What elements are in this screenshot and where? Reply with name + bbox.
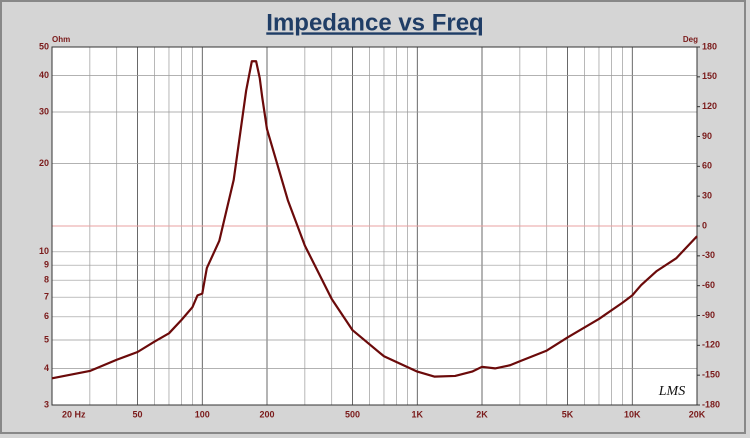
logo: LMS — [658, 384, 685, 399]
x-tick-label: 1K — [412, 409, 424, 419]
y2-tick-label: 180 — [702, 41, 717, 51]
y-tick-label: 4 — [44, 363, 49, 373]
y-tick-label: 3 — [44, 399, 49, 409]
x-tick-label: 5K — [562, 409, 574, 419]
impedance-line — [51, 60, 698, 380]
y2-tick-label: 0 — [702, 220, 707, 230]
y-tick-label: 8 — [44, 275, 49, 285]
y-tick-label: 5 — [44, 334, 49, 344]
x-tick-label: 20 Hz — [62, 409, 86, 419]
y2-tick-label: 120 — [702, 101, 717, 111]
x-tick-label: 2K — [476, 409, 488, 419]
y-tick-label: 20 — [39, 158, 49, 168]
y2-tick-label: 90 — [702, 131, 712, 141]
y2-tick-label: 60 — [702, 161, 712, 171]
x-tick-label: 100 — [195, 409, 210, 419]
frame — [0, 0, 746, 434]
y-tick-label: 50 — [39, 41, 49, 51]
y-tick-label: 9 — [44, 260, 49, 270]
y2-tick-label: 30 — [702, 191, 712, 201]
plot-border — [51, 46, 698, 406]
x-tick-label: 50 — [133, 409, 143, 419]
y2-axis-label: Deg — [683, 35, 698, 44]
y-tick-label: 40 — [39, 70, 49, 80]
y2-tick-label: -120 — [702, 340, 720, 350]
y2-tick-label: -60 — [702, 280, 715, 290]
x-tick-label: 20K — [689, 409, 706, 419]
y-tick-label: 6 — [44, 311, 49, 321]
x-tick-label: 200 — [259, 409, 274, 419]
x-tick-label: 500 — [345, 409, 360, 419]
y2-tick-label: -90 — [702, 310, 715, 320]
y-tick-label: 30 — [39, 106, 49, 116]
y-axis-label: Ohm — [52, 35, 70, 44]
y-tick-label: 10 — [39, 246, 49, 256]
y2-tick-label: -180 — [702, 399, 720, 409]
chart-title: Impedance vs Freq — [266, 9, 483, 36]
y-tick-label: 7 — [44, 292, 49, 302]
y2-tick-label: 150 — [702, 71, 717, 81]
y2-tick-label: -150 — [702, 370, 720, 380]
y2-tick-label: -30 — [702, 250, 715, 260]
x-tick-label: 10K — [624, 409, 641, 419]
